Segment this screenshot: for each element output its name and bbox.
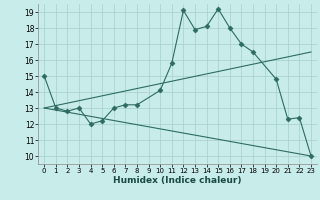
X-axis label: Humidex (Indice chaleur): Humidex (Indice chaleur) <box>113 176 242 185</box>
